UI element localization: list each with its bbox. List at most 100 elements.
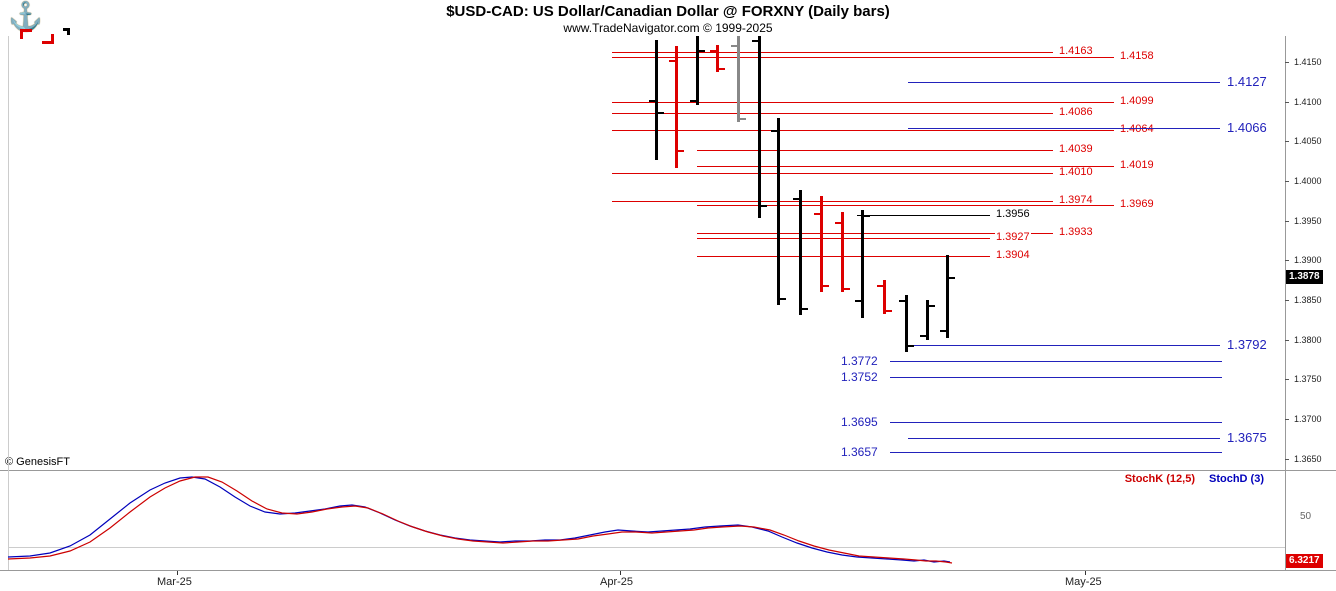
- close-tick: [929, 305, 935, 307]
- price-level-label: 1.3675: [1226, 430, 1268, 445]
- open-tick: [710, 50, 716, 52]
- open-tick: [731, 45, 737, 47]
- price-tick-label: 1.3950: [1294, 216, 1322, 226]
- price-level-label: 1.3969: [1119, 198, 1155, 210]
- ohlc-bar: [946, 255, 949, 338]
- red-bar-glyph-1: [20, 29, 32, 39]
- price-axis-border: [1285, 36, 1286, 570]
- black-bar-glyph: [63, 28, 70, 35]
- price-tick-mark: [1285, 102, 1289, 103]
- price-level-line: [612, 113, 1053, 114]
- price-level-line: [890, 377, 1222, 378]
- close-tick: [658, 112, 664, 114]
- price-level-label: 1.3772: [840, 354, 879, 368]
- price-level-label: 1.4158: [1119, 50, 1155, 62]
- price-tick-label: 1.3750: [1294, 374, 1322, 384]
- ohlc-bar: [675, 46, 678, 168]
- price-tick-mark: [1285, 221, 1289, 222]
- price-tick-mark: [1285, 300, 1289, 301]
- ohlc-bar: [841, 212, 844, 292]
- open-tick: [899, 300, 905, 302]
- stoch-last-value-badge: 6.3217: [1286, 554, 1323, 568]
- price-tick-mark: [1285, 260, 1289, 261]
- price-level-label: 1.4064: [1119, 123, 1155, 135]
- price-tick-label: 1.3650: [1294, 454, 1322, 464]
- price-chart-canvas[interactable]: 1.4163 1.4158 1.4127 1.4099 1.4086 1.4064 1.40…: [0, 0, 1285, 470]
- price-level-line: [697, 150, 1053, 151]
- stoch-legend: StochK (12,5) StochD (3): [1125, 473, 1264, 485]
- price-axis[interactable]: 1.4150 1.4100 1.4050 1.4000 1.3950 1.3900 1.38…: [1285, 36, 1336, 570]
- price-tick-mark: [1285, 62, 1289, 63]
- price-tick-label: 1.3800: [1294, 335, 1322, 345]
- price-level-label: 1.3956: [995, 208, 1031, 220]
- close-tick: [864, 215, 870, 217]
- open-tick: [835, 222, 841, 224]
- price-level-label: 1.3695: [840, 415, 879, 429]
- ohlc-bar: [799, 190, 802, 315]
- price-level-line: [908, 128, 1220, 129]
- price-tick-label: 1.3900: [1294, 255, 1322, 265]
- anchor-logo[interactable]: ⚓: [8, 1, 43, 32]
- close-tick: [886, 310, 892, 312]
- price-level-line: [612, 173, 1053, 174]
- ohlc-bar: [883, 280, 886, 314]
- price-level-line: [890, 361, 1222, 362]
- chart-title: $USD-CAD: US Dollar/Canadian Dollar @ FO…: [446, 3, 890, 20]
- date-tick-mark: [177, 571, 178, 575]
- open-tick: [855, 300, 861, 302]
- price-level-label: 1.4086: [1058, 106, 1094, 118]
- open-tick: [940, 330, 946, 332]
- ohlc-bar: [926, 300, 929, 340]
- ohlc-bar: [696, 36, 699, 105]
- price-tick-mark: [1285, 419, 1289, 420]
- price-level-line: [697, 233, 1053, 234]
- price-tick-mark: [1285, 141, 1289, 142]
- price-level-label: 1.3974: [1058, 194, 1094, 206]
- price-tick-label: 1.4100: [1294, 97, 1322, 107]
- price-level-label: 1.4066: [1226, 120, 1268, 135]
- price-level-line: [612, 201, 1053, 202]
- close-tick: [780, 298, 786, 300]
- last-price-badge: 1.3878: [1286, 270, 1323, 284]
- stochd-legend-label[interactable]: StochK (12,5): [1124, 473, 1195, 485]
- price-tick-label: 1.3850: [1294, 295, 1322, 305]
- ohlc-bar: [737, 36, 740, 122]
- date-tick-mark: [620, 571, 621, 575]
- stochk-legend-label[interactable]: StochD (3): [1209, 473, 1264, 485]
- close-tick: [949, 277, 955, 279]
- ohlc-bar: [820, 196, 823, 292]
- ohlc-bar: [861, 210, 864, 318]
- ohlc-bar: [758, 36, 761, 218]
- price-level-label: 1.4039: [1058, 143, 1094, 155]
- close-tick: [699, 50, 705, 52]
- price-level-label: 1.4010: [1058, 166, 1094, 178]
- red-bar-glyph-2: [42, 34, 54, 44]
- price-level-label: 1.4127: [1226, 74, 1268, 89]
- left-chart-border: [8, 36, 9, 570]
- price-level-label: 1.4163: [1058, 45, 1094, 57]
- close-tick: [823, 285, 829, 287]
- close-tick: [908, 345, 914, 347]
- stoch-axis-50-label: 50: [1300, 511, 1312, 522]
- open-tick: [649, 100, 655, 102]
- price-level-label: 1.3933: [1058, 226, 1094, 238]
- close-tick: [761, 205, 767, 207]
- price-level-line: [890, 452, 1222, 453]
- stochastic-panel[interactable]: StochK (12,5) StochD (3) 50 6.3217: [0, 471, 1336, 570]
- price-level-label: 1.3792: [1226, 337, 1268, 352]
- close-tick: [802, 308, 808, 310]
- open-tick: [793, 198, 799, 200]
- price-level-label: 1.3657: [840, 445, 879, 459]
- open-tick: [814, 213, 820, 215]
- price-level-line: [612, 52, 1053, 53]
- stoch-gridline: [8, 547, 1285, 548]
- ohlc-bar: [716, 45, 719, 72]
- price-level-line: [612, 130, 1114, 131]
- price-level-line: [612, 102, 1114, 103]
- price-tick-mark: [1285, 181, 1289, 182]
- date-axis[interactable]: Mar-25 Apr-25 May-25: [0, 570, 1336, 591]
- price-tick-label: 1.4150: [1294, 57, 1322, 67]
- date-tick-label: May-25: [1065, 576, 1102, 588]
- date-tick-label: Apr-25: [600, 576, 634, 588]
- price-tick-label: 1.4050: [1294, 136, 1322, 146]
